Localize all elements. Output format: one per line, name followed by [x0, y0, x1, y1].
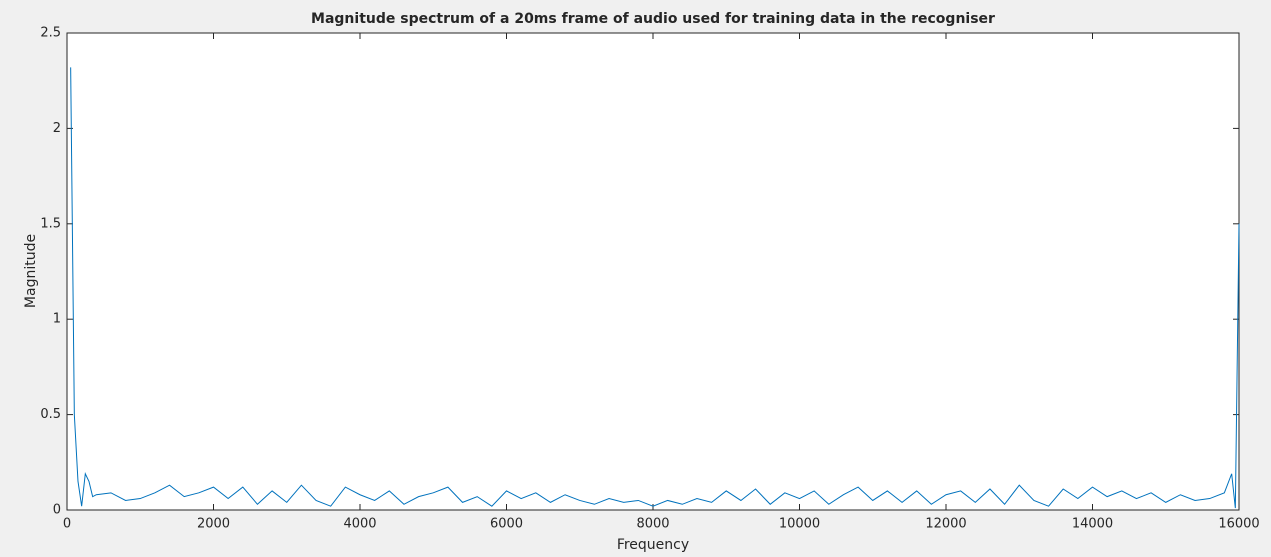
- chart-title: Magnitude spectrum of a 20ms frame of au…: [311, 11, 995, 27]
- y-axis-label: Magnitude: [23, 234, 39, 308]
- y-tick-label: 1: [53, 312, 61, 327]
- x-tick-label: 6000: [490, 517, 523, 532]
- y-tick-label: 0.5: [40, 407, 61, 422]
- plot-area: [66, 32, 1240, 511]
- x-tick-label: 14000: [1072, 517, 1113, 532]
- x-tick-label: 0: [63, 517, 71, 532]
- y-tick-label: 1.5: [40, 216, 61, 231]
- line-series: [70, 67, 1240, 509]
- y-tick-label: 2.5: [40, 26, 61, 41]
- x-tick-label: 8000: [636, 517, 669, 532]
- x-tick-label: 12000: [925, 517, 966, 532]
- y-tick-label: 2: [53, 121, 61, 136]
- x-tick-label: 10000: [779, 517, 820, 532]
- x-tick-label: 4000: [343, 517, 376, 532]
- x-tick-label: 16000: [1218, 517, 1259, 532]
- y-tick-label: 0: [53, 503, 61, 518]
- x-axis-label: Frequency: [617, 537, 689, 553]
- x-tick-label: 2000: [197, 517, 230, 532]
